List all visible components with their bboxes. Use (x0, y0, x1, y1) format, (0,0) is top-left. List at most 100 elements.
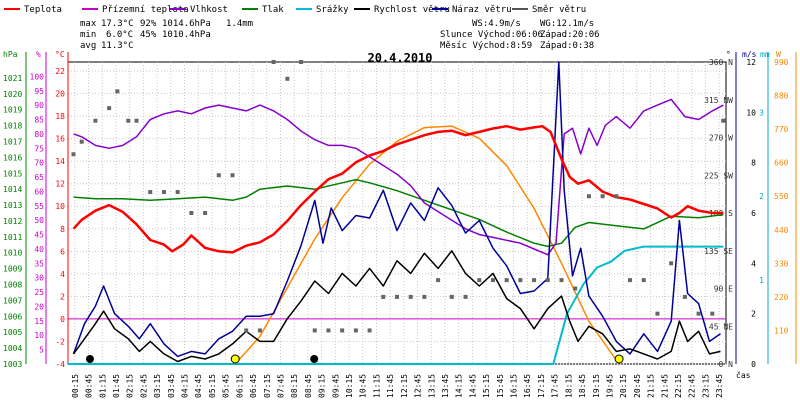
wind-direction-point (148, 190, 153, 195)
x-tick-label: 03:15 (153, 374, 162, 398)
wind-direction-point (532, 278, 537, 283)
x-tick-label: 13:15 (427, 374, 436, 398)
direction-tick-label: 135 SE (704, 247, 733, 256)
info-sun: Slunce Východ:06:06 (440, 30, 543, 40)
moon-set-icon (85, 355, 94, 363)
wind-direction-point (367, 328, 372, 333)
wind-direction-point (107, 106, 112, 111)
humidity-line (73, 98, 724, 256)
wind-tick-label: 6 (751, 209, 756, 218)
direction-tick-label: 270 W (709, 134, 733, 143)
solar-tick-label: 550 (774, 192, 789, 201)
x-tick-label: 23:15 (701, 374, 710, 398)
humidity-tick-label: 15 (34, 317, 44, 326)
humidity-axis-title: % (36, 50, 41, 59)
wind-direction-point (230, 173, 235, 178)
stat-max-hum: 92% (140, 19, 157, 29)
x-tick-label: 09:15 (318, 374, 327, 398)
legend-label-3: Vlhkost (190, 5, 228, 15)
wind-direction-point (573, 286, 578, 291)
solar-tick-label: 440 (774, 226, 789, 235)
humidity-tick-label: 65 (34, 173, 44, 182)
x-tick-label: 11:45 (386, 374, 395, 398)
humidity-tick-label: 100 (30, 72, 45, 81)
wind-direction-point (696, 311, 701, 316)
pressure-tick-label: 1004 (3, 344, 22, 353)
stat-max-temp: 17.3°C (101, 19, 134, 29)
humidity-tick-label: 10 (34, 331, 44, 340)
humidity-tick-label: 75 (34, 144, 44, 153)
x-tick-label: 22:15 (674, 374, 683, 398)
rain-line (68, 245, 724, 365)
solar-tick-label: 990 (774, 58, 789, 67)
x-tick-label: 05:15 (208, 374, 217, 398)
rain-tick-label: 3 (759, 108, 764, 117)
wind-direction-point (340, 328, 345, 333)
x-tick-label: 10:15 (345, 374, 354, 398)
x-tick-label: 10:45 (359, 374, 368, 398)
x-tick-label: 20:15 (619, 374, 628, 398)
x-tick-label: 01:45 (112, 374, 121, 398)
wind-direction-point (408, 294, 413, 299)
wind-direction-point (257, 328, 262, 333)
x-tick-label: 16:15 (510, 374, 519, 398)
solar-tick-label: 660 (774, 159, 789, 168)
wind-direction-point (79, 139, 84, 144)
pressure-line (73, 178, 724, 248)
x-tick-label: 17:15 (537, 374, 546, 398)
direction-tick-label: 360 N (709, 58, 733, 67)
temperature-tick-label: 6 (60, 247, 65, 256)
x-tick-label: 03:45 (167, 374, 176, 398)
x-tick-label: 21:15 (647, 374, 656, 398)
pressure-tick-label: 1020 (3, 90, 22, 99)
stats-panel: max 17.3°C 92% 1014.6hPa 1.4mm min 6.0°C… (80, 19, 253, 51)
wind-direction-point (326, 328, 331, 333)
temperature-tick-label: 18 (55, 112, 65, 121)
x-tick-label: 15:45 (496, 374, 505, 398)
wind-direction-point (490, 278, 495, 283)
wind-direction-point (614, 194, 619, 199)
temperature-tick-label: 20 (55, 90, 65, 99)
x-tick-label: 22:45 (688, 374, 697, 398)
pressure-tick-label: 1015 (3, 169, 22, 178)
legend-label-1: Teplota (24, 5, 62, 15)
temperature-tick-label: 8 (60, 225, 65, 234)
solar-tick-label: 880 (774, 92, 789, 101)
humidity-tick-label: 35 (34, 259, 44, 268)
sunrise-icon (230, 354, 240, 364)
solar-axis-title: W (776, 50, 781, 59)
x-tick-label: 02:15 (126, 374, 135, 398)
x-tick-label: 18:15 (564, 374, 573, 398)
stat-max-rain: 1.4mm (226, 19, 253, 29)
series (68, 60, 726, 365)
wind-direction-point (285, 76, 290, 81)
x-tick-label: 08:45 (304, 374, 313, 398)
solar-tick-label: 770 (774, 125, 789, 134)
x-tick-label: 14:15 (455, 374, 464, 398)
wind-direction-point (463, 294, 468, 299)
pressure-tick-label: 1003 (3, 360, 22, 369)
moon-rise-icon (310, 355, 319, 363)
wind-direction-point (436, 278, 441, 283)
humidity-tick-label: 50 (34, 216, 44, 225)
x-tick-label: 07:45 (276, 374, 285, 398)
x-tick-label: 18:45 (578, 374, 587, 398)
wind-tick-label: 4 (751, 259, 756, 268)
x-tick-label: 06:15 (235, 374, 244, 398)
temperature-tick-label: 16 (55, 135, 65, 144)
humidity-tick-label: 55 (34, 202, 44, 211)
pressure-tick-label: 1017 (3, 137, 22, 146)
humidity-tick-label: 95 (34, 87, 44, 96)
rain-axis-title: mm (760, 50, 770, 59)
x-tick-label: 15:15 (482, 374, 491, 398)
x-tick-label: 04:15 (181, 374, 190, 398)
wind-direction-point (600, 194, 605, 199)
wind-direction-point (545, 278, 550, 283)
wind-direction-point (175, 190, 180, 195)
wind-direction-point (628, 278, 633, 283)
x-tick-label: 23:45 (715, 374, 724, 398)
temperature-tick-label: 14 (55, 157, 65, 166)
pressure-tick-label: 1014 (3, 185, 22, 194)
stat-max-label: max (80, 19, 97, 29)
